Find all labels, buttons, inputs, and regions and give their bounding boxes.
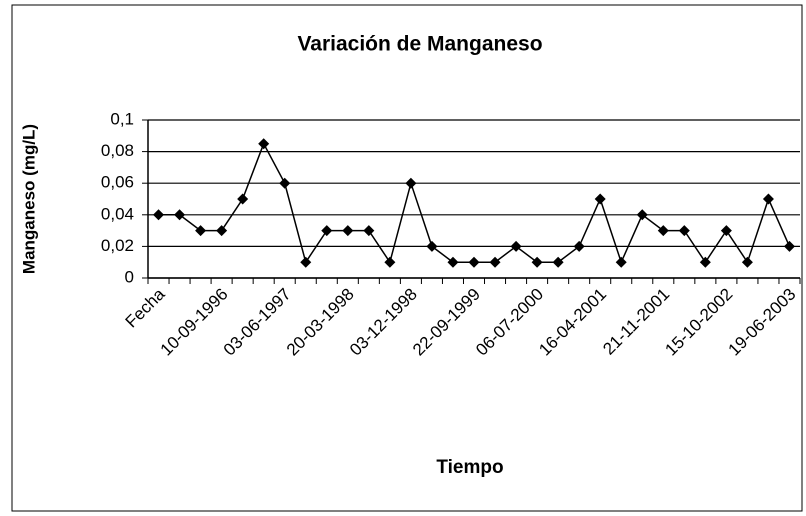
data-point [573, 240, 585, 252]
data-point [489, 256, 501, 268]
data-point [657, 225, 669, 237]
data-point [321, 225, 333, 237]
data-point [783, 240, 795, 252]
y-tick-label: 0,06 [101, 173, 134, 192]
data-point [678, 225, 690, 237]
data-point [174, 209, 186, 221]
data-point [699, 256, 711, 268]
chart-title: Variación de Manganeso [297, 33, 542, 56]
x-axis-label: Tiempo [436, 457, 503, 478]
y-axis-label: Manganeso (mg/L) [19, 124, 38, 274]
data-point [594, 193, 606, 205]
y-tick-label: 0 [125, 267, 134, 286]
data-point [342, 225, 354, 237]
data-point [636, 209, 648, 221]
y-tick-label: 0,1 [110, 109, 134, 128]
data-point [615, 256, 627, 268]
data-point [762, 193, 774, 205]
data-point [258, 138, 270, 150]
y-tick-label: 0,04 [101, 204, 134, 223]
data-point [468, 256, 480, 268]
data-point [510, 240, 522, 252]
data-point [237, 193, 249, 205]
data-point [552, 256, 564, 268]
data-point [216, 225, 228, 237]
chart-frame [11, 4, 803, 512]
data-point [363, 225, 375, 237]
y-tick-label: 0,02 [101, 236, 134, 255]
data-point [195, 225, 207, 237]
data-point [384, 256, 396, 268]
y-tick-label: 0,08 [101, 141, 134, 160]
data-point [741, 256, 753, 268]
data-point [426, 240, 438, 252]
data-point [405, 177, 417, 189]
data-point [531, 256, 543, 268]
data-point [153, 209, 165, 221]
data-point [300, 256, 312, 268]
data-point [279, 177, 291, 189]
data-point [720, 225, 732, 237]
data-point [447, 256, 459, 268]
